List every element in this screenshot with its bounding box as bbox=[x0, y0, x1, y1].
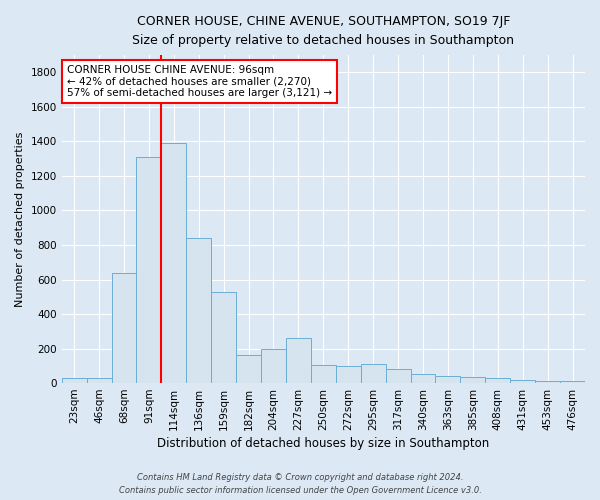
Bar bbox=[386, 370, 410, 383]
Title: CORNER HOUSE, CHINE AVENUE, SOUTHAMPTON, SO19 7JF
Size of property relative to d: CORNER HOUSE, CHINE AVENUE, SOUTHAMPTON,… bbox=[133, 15, 514, 47]
Bar bbox=[261, 350, 286, 383]
Bar bbox=[436, 376, 460, 383]
X-axis label: Distribution of detached houses by size in Southampton: Distribution of detached houses by size … bbox=[157, 437, 490, 450]
Bar bbox=[136, 157, 161, 383]
Bar bbox=[161, 143, 186, 383]
Bar bbox=[286, 338, 311, 383]
Bar bbox=[211, 292, 236, 383]
Bar bbox=[62, 378, 86, 383]
Bar bbox=[236, 356, 261, 383]
Text: Contains HM Land Registry data © Crown copyright and database right 2024.
Contai: Contains HM Land Registry data © Crown c… bbox=[119, 474, 481, 495]
Bar bbox=[361, 364, 386, 383]
Bar bbox=[186, 238, 211, 383]
Bar bbox=[460, 377, 485, 383]
Bar bbox=[535, 382, 560, 383]
Bar bbox=[311, 365, 336, 383]
Y-axis label: Number of detached properties: Number of detached properties bbox=[15, 132, 25, 307]
Bar bbox=[560, 382, 585, 383]
Bar bbox=[510, 380, 535, 383]
Bar bbox=[86, 378, 112, 383]
Text: CORNER HOUSE CHINE AVENUE: 96sqm
← 42% of detached houses are smaller (2,270)
57: CORNER HOUSE CHINE AVENUE: 96sqm ← 42% o… bbox=[67, 65, 332, 98]
Bar bbox=[112, 274, 136, 383]
Bar bbox=[485, 378, 510, 383]
Bar bbox=[410, 374, 436, 383]
Bar bbox=[336, 366, 361, 383]
